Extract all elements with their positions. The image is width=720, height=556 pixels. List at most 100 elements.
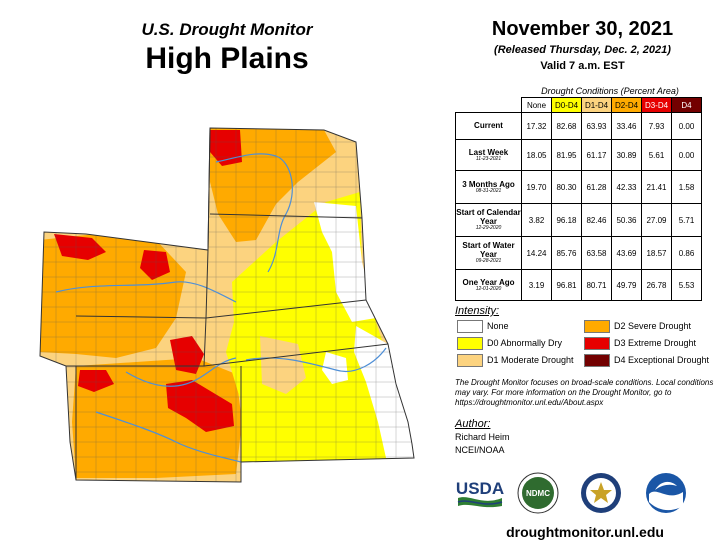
table-cell: 96.81 <box>551 269 582 301</box>
table-row: Start of Water Year 09-28-2021 14.24 85.76 6… <box>455 236 702 270</box>
region-d3 <box>140 250 170 280</box>
legend-title: Intensity: <box>455 305 500 317</box>
table-cell: 33.46 <box>611 112 642 140</box>
legend-swatch <box>457 337 483 350</box>
table-cell: 18.05 <box>521 139 552 171</box>
author-name: Richard Heim <box>455 432 510 442</box>
row-date: 12-01-2020 <box>475 285 502 292</box>
legend-label: D2 Severe Drought <box>614 321 692 331</box>
table-cell: 14.24 <box>521 236 552 270</box>
table-cell: 80.71 <box>581 269 612 301</box>
legend-label: None <box>487 321 509 331</box>
map-title: High Plains <box>145 42 309 75</box>
table-cell: 63.93 <box>581 112 612 140</box>
table-cell: 82.68 <box>551 112 582 140</box>
table-cell: 3.82 <box>521 203 552 237</box>
drought-stats-table: None D0-D4 D1-D4 D2-D4 D3-D4 D4 Current 1… <box>455 97 702 301</box>
row-date: 09-28-2021 <box>475 258 502 265</box>
state-borders <box>39 127 415 483</box>
row-label-text: Last Week <box>468 147 509 157</box>
legend-label: D3 Extreme Drought <box>614 338 697 348</box>
drought-map <box>39 127 415 483</box>
table-cell: 80.30 <box>551 170 582 204</box>
region-d1 <box>260 336 306 394</box>
col-header-none: None <box>521 97 552 113</box>
table-cell: 30.89 <box>611 139 642 171</box>
table-cell: 49.79 <box>611 269 642 301</box>
table-cell: 0.00 <box>671 139 702 171</box>
table-cell: 27.09 <box>641 203 672 237</box>
table-row: Start of Calendar Year 12-29-2020 3.82 96.1… <box>455 203 702 237</box>
table-cell: 63.58 <box>581 236 612 270</box>
usda-logo-text: USDA <box>456 479 504 498</box>
row-label: Current <box>455 112 522 140</box>
col-header-d3-d4: D3-D4 <box>641 97 672 113</box>
author-heading: Author: <box>455 418 491 430</box>
row-date: 11-23-2021 <box>475 155 502 162</box>
row-label-text: Start of Water Year <box>462 240 515 260</box>
usda-logo: USDA <box>456 479 504 508</box>
legend-swatch <box>457 320 483 333</box>
table-row: Last Week 11-23-2021 18.05 81.95 61.17 30.89 5… <box>455 139 702 171</box>
col-header-d0-d4: D0-D4 <box>551 97 582 113</box>
table-cell: 21.41 <box>641 170 672 204</box>
legend-label: D1 Moderate Drought <box>487 355 574 365</box>
table-corner <box>455 97 522 113</box>
row-label-text: Current <box>474 121 503 131</box>
table-cell: 81.95 <box>551 139 582 171</box>
map-subtitle: U.S. Drought Monitor <box>141 20 313 39</box>
author-organization: NCEI/NOAA <box>455 445 505 455</box>
row-date: 12-29-2020 <box>475 225 502 232</box>
legend-label: D0 Abnormally Dry <box>487 338 563 348</box>
row-label-text: One Year Ago <box>462 277 515 287</box>
commerce-seal-logo <box>581 473 621 513</box>
row-label: Start of Calendar Year 12-29-2020 <box>455 203 522 237</box>
row-date: 08-31-2021 <box>475 187 502 194</box>
table-cell: 19.70 <box>521 170 552 204</box>
legend-swatch <box>457 354 483 367</box>
ndmc-logo: NDMC <box>517 472 559 514</box>
table-cell: 82.46 <box>581 203 612 237</box>
region-none <box>354 326 414 458</box>
legend-label: D4 Exceptional Drought <box>614 355 710 365</box>
map-date: November 30, 2021 <box>491 18 674 40</box>
website-url[interactable]: droughtmonitor.unl.edu <box>506 524 664 540</box>
col-header-d4: D4 <box>671 97 702 113</box>
table-cell: 18.57 <box>641 236 672 270</box>
table-cell: 3.19 <box>521 269 552 301</box>
col-header-d1-d4: D1-D4 <box>581 97 612 113</box>
table-cell: 85.76 <box>551 236 582 270</box>
table-cell: 0.86 <box>671 236 702 270</box>
table-cell: 42.33 <box>611 170 642 204</box>
table-cell: 26.78 <box>641 269 672 301</box>
table-cell: 7.93 <box>641 112 672 140</box>
row-label-text: 3 Months Ago <box>462 179 515 189</box>
table-cell: 0.00 <box>671 112 702 140</box>
row-label: Start of Water Year 09-28-2021 <box>455 236 522 270</box>
release-date: (Released Thursday, Dec. 2, 2021) <box>494 44 671 56</box>
drought-monitor-note: The Drought Monitor focuses on broad-sca… <box>455 378 714 407</box>
table-row: Current 17.32 82.68 63.93 33.46 7.93 0.00 <box>455 112 702 140</box>
table-row: One Year Ago 12-01-2020 3.19 96.81 80.71 49.7… <box>455 269 702 301</box>
valid-time: Valid 7 a.m. EST <box>540 60 625 72</box>
region-d3 <box>166 380 234 432</box>
table-cell: 43.69 <box>611 236 642 270</box>
ndmc-logo-text: NDMC <box>526 489 550 498</box>
table-cell: 61.28 <box>581 170 612 204</box>
row-label: 3 Months Ago 08-31-2021 <box>455 170 522 204</box>
noaa-logo <box>646 473 686 513</box>
table-cell: 5.53 <box>671 269 702 301</box>
table-cell: 17.32 <box>521 112 552 140</box>
table-cell: 50.36 <box>611 203 642 237</box>
table-row: 3 Months Ago 08-31-2021 19.70 80.30 61.28 42.… <box>455 170 702 204</box>
table-cell: 96.18 <box>551 203 582 237</box>
table-cell: 5.61 <box>641 139 672 171</box>
stats-table-title: Drought Conditions (Percent Area) <box>541 86 679 96</box>
table-cell: 5.71 <box>671 203 702 237</box>
table-cell: 61.17 <box>581 139 612 171</box>
table-cell: 1.58 <box>671 170 702 204</box>
row-label-text: Start of Calendar Year <box>456 207 521 227</box>
row-label: One Year Ago 12-01-2020 <box>455 269 522 301</box>
row-label: Last Week 11-23-2021 <box>455 139 522 171</box>
legend-swatch <box>584 337 610 350</box>
